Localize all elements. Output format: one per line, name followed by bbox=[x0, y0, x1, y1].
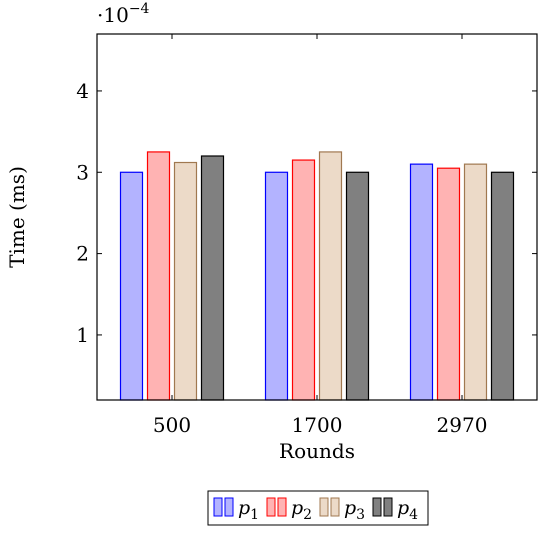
bar-p3-2970 bbox=[463, 163, 488, 401]
y-axis-label: Time (ms) bbox=[5, 166, 29, 268]
y-axis-scale-exponent: −4 bbox=[129, 1, 150, 17]
bar-p1-1700 bbox=[264, 171, 289, 401]
bar-p2-1700 bbox=[291, 159, 316, 401]
y-axis-ticks: 1 2 3 4 bbox=[76, 79, 537, 347]
legend-label-p2: p2 bbox=[291, 497, 312, 523]
bar-p1-2970 bbox=[409, 163, 434, 401]
x-tick-label: 500 bbox=[153, 413, 191, 437]
legend-swatch-p1 bbox=[213, 497, 223, 517]
legend-label-p3: p3 bbox=[344, 497, 365, 523]
y-tick-label: 2 bbox=[76, 242, 89, 266]
legend-swatch-p2 bbox=[266, 497, 276, 517]
bar-p4-1700 bbox=[345, 171, 370, 401]
legend-label-subscript: 3 bbox=[356, 507, 365, 523]
legend-swatch-p3 bbox=[319, 497, 329, 517]
y-tick-label: 1 bbox=[76, 323, 89, 347]
legend-label-p4: p4 bbox=[397, 497, 418, 523]
legend-label-subscript: 1 bbox=[250, 507, 259, 523]
y-axis-scale-note: ·10−4 bbox=[97, 1, 150, 27]
bar-p4-500 bbox=[200, 155, 225, 401]
legend-label-base: p bbox=[291, 497, 303, 519]
bar-p2-2970 bbox=[436, 167, 461, 401]
x-tick-label: 2970 bbox=[437, 413, 488, 437]
legend-label-subscript: 4 bbox=[409, 507, 418, 523]
bar-p1-500 bbox=[119, 171, 144, 401]
legend-label-subscript: 2 bbox=[303, 507, 312, 523]
y-axis-scale-base: ·10 bbox=[97, 3, 129, 27]
y-tick-label: 3 bbox=[76, 160, 89, 184]
legend-label-base: p bbox=[344, 497, 356, 519]
legend-swatch-p3-b bbox=[330, 497, 340, 517]
bar-p4-2970 bbox=[490, 171, 515, 401]
bar-p2-500 bbox=[146, 151, 171, 401]
x-tick-label: 1700 bbox=[292, 413, 343, 437]
y-tick-label: 4 bbox=[76, 79, 89, 103]
legend-swatch-p4-b bbox=[383, 497, 393, 517]
bar-p3-1700 bbox=[318, 151, 343, 401]
bar-p3-500 bbox=[173, 161, 198, 401]
legend-label-p1: p1 bbox=[238, 497, 259, 523]
legend-swatch-p2-b bbox=[277, 497, 287, 517]
legend-swatch-p1-b bbox=[224, 497, 234, 517]
x-axis-label: Rounds bbox=[279, 439, 355, 463]
legend-label-base: p bbox=[238, 497, 250, 519]
x-axis-ticks: 500 1700 2970 bbox=[153, 34, 488, 437]
legend-label-base: p bbox=[397, 497, 409, 519]
legend: p1 p2 p3 p4 bbox=[207, 490, 429, 526]
legend-swatch-p4 bbox=[372, 497, 382, 517]
bars-layer bbox=[119, 151, 515, 401]
